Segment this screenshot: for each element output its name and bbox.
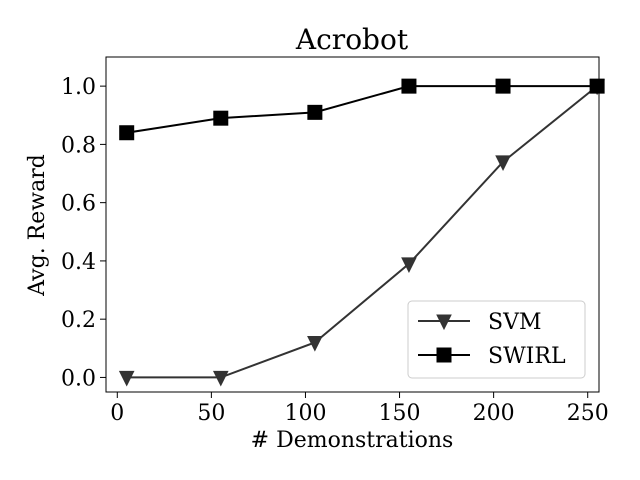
y-axis-label: Avg. Reward — [25, 154, 50, 297]
data-point — [118, 370, 135, 387]
data-point — [213, 110, 229, 126]
chart-title: Acrobot — [295, 23, 409, 56]
data-point — [307, 335, 323, 352]
y-tick-label: 0.0 — [61, 366, 96, 391]
x-tick-label: 50 — [197, 401, 225, 426]
series-line — [126, 85, 598, 134]
data-point — [307, 104, 323, 120]
x-axis-label: # Demonstrations — [251, 428, 454, 453]
y-tick-label: 1.0 — [61, 75, 96, 100]
plot-frame — [105, 56, 600, 393]
legend-marker — [436, 314, 452, 331]
plot-area — [118, 78, 605, 387]
data-point — [119, 125, 135, 141]
y-tick-label: 0.8 — [61, 133, 96, 158]
legend-entry-swirl: SWIRL — [418, 344, 566, 369]
legend: SVM SWIRL — [407, 300, 586, 379]
data-point — [589, 78, 605, 94]
x-tick-label: 200 — [473, 401, 515, 426]
x-tick-label: 100 — [284, 401, 326, 426]
data-point — [212, 370, 229, 387]
x-tick-label: 150 — [379, 401, 421, 426]
data-point — [401, 257, 417, 273]
y-tick-label: 0.6 — [61, 192, 96, 217]
legend-entry-svm: SVM — [418, 310, 542, 335]
legend-label: SVM — [488, 310, 542, 335]
x-tick-label: 0 — [110, 401, 124, 426]
series-line — [126, 85, 598, 379]
y-tick-label: 0.4 — [61, 250, 96, 275]
data-point — [495, 78, 511, 94]
legend-label: SWIRL — [488, 344, 566, 369]
x-tick-label: 250 — [567, 401, 609, 426]
data-point — [495, 155, 511, 171]
legend-marker — [436, 347, 452, 363]
data-point — [401, 78, 417, 94]
y-tick-label: 0.2 — [61, 308, 96, 333]
x-axis: 0 50 100 150 200 250 — [110, 392, 609, 426]
series-swirl — [119, 78, 605, 141]
y-axis: 0.0 0.2 0.4 0.6 0.8 1.0 — [61, 75, 106, 391]
